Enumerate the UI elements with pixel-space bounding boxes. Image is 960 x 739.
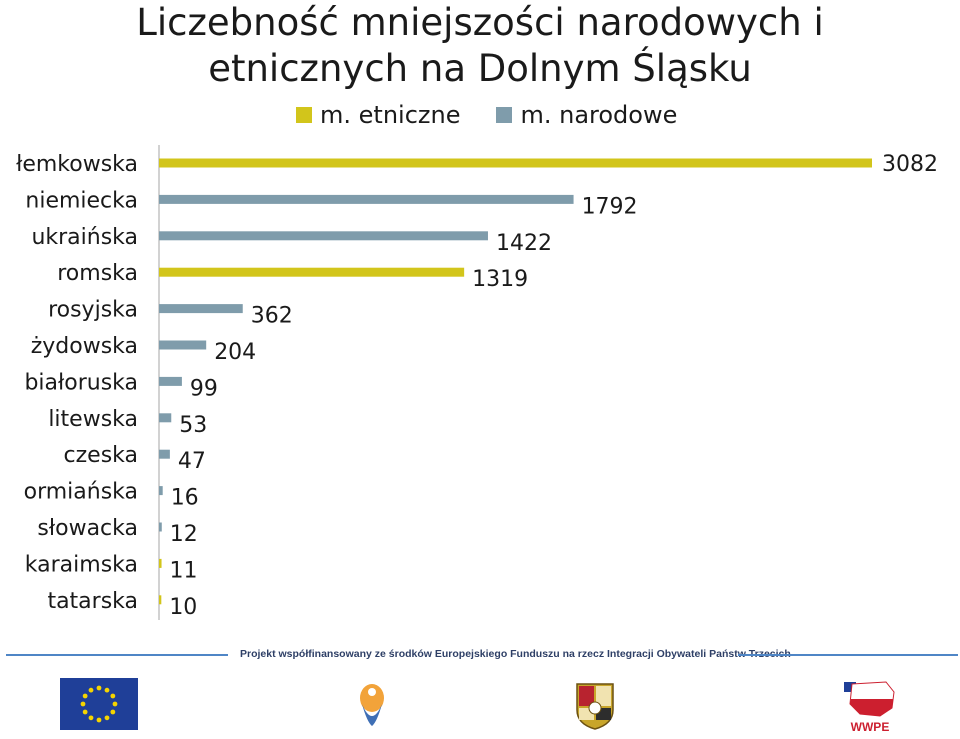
eu-flag-logo [60, 678, 138, 730]
category-label: czeska [64, 443, 138, 468]
data-label: 16 [171, 486, 199, 511]
data-label: 1319 [472, 267, 528, 292]
bar [159, 486, 163, 496]
data-label: 1422 [496, 231, 552, 256]
eu-star-icon [112, 701, 118, 707]
data-label: 11 [170, 558, 198, 583]
bar [159, 522, 162, 532]
data-label: 47 [178, 449, 206, 474]
legend-label-etniczne: m. etniczne [320, 101, 461, 129]
bar [159, 558, 162, 568]
footer-divider-left [6, 654, 228, 656]
eu-star-icon [104, 715, 110, 721]
wroclaw-crest-logo [576, 683, 614, 730]
bar [159, 194, 574, 204]
eu-star-icon [110, 709, 116, 715]
eu-star-icon [110, 693, 116, 699]
category-label: ukraińska [31, 225, 138, 250]
data-label: 10 [169, 595, 197, 620]
bar [159, 340, 207, 350]
data-label: 362 [251, 304, 293, 329]
legend-item-etniczne: m. etniczne [296, 100, 460, 130]
bar [159, 449, 170, 459]
bar-chart: łemkowska 3082 niemiecka 1792 ukraińska 1422 r… [16, 145, 938, 620]
eu-star-icon [88, 687, 94, 693]
category-label: białoruska [24, 370, 138, 395]
eu-star-icon [82, 693, 88, 699]
data-label: 12 [170, 522, 198, 547]
wwpe-logo-text: WWPE [850, 720, 890, 734]
eu-star-icon [104, 687, 110, 693]
data-label: 204 [214, 340, 256, 365]
chart-title-line-2: etnicznych na Dolnym Śląsku [208, 47, 752, 90]
bar [159, 376, 182, 386]
bar [159, 413, 172, 423]
data-label: 3082 [882, 152, 938, 177]
category-label: rosyjska [48, 298, 138, 323]
footer-divider-right [738, 654, 958, 656]
chart-title-line-1: Liczebność mniejszości narodowych i [136, 1, 824, 44]
eu-star-icon [82, 709, 88, 715]
legend-item-narodowe: m. narodowe [496, 100, 677, 130]
bar [159, 231, 488, 241]
category-label: tatarska [47, 589, 138, 614]
eu-star-icon [88, 715, 94, 721]
category-label: słowacka [37, 516, 138, 541]
bar [159, 158, 872, 168]
data-label: 53 [179, 413, 207, 438]
category-label: łemkowska [16, 152, 138, 177]
data-label: 1792 [582, 194, 638, 219]
data-label: 99 [190, 376, 218, 401]
category-label: żydowska [31, 334, 138, 359]
eu-star-icon [80, 701, 86, 707]
category-label: karaimska [25, 552, 138, 577]
bar [159, 595, 162, 605]
wwpe-logo: WWPE [842, 678, 898, 734]
center-integration-logo [360, 684, 384, 726]
legend-label-narodowe: m. narodowe [520, 101, 678, 129]
category-label: litewska [48, 407, 138, 432]
legend: m. etniczne m. narodowe [296, 100, 677, 130]
poland-map-icon [844, 681, 895, 717]
eu-star-icon [96, 685, 102, 691]
legend-swatch-etniczne [296, 107, 312, 123]
legend-swatch-narodowe [496, 107, 513, 123]
category-label: ormiańska [24, 480, 138, 505]
footer-funding-text: Projekt współfinansowany ze środków Euro… [240, 648, 791, 660]
eu-star-icon [96, 717, 102, 723]
chart-title: Liczebność mniejszości narodowych i etni… [0, 0, 960, 92]
bar [159, 267, 465, 277]
category-label: niemiecka [25, 188, 138, 213]
bar [159, 304, 243, 314]
category-label: romska [57, 261, 138, 286]
